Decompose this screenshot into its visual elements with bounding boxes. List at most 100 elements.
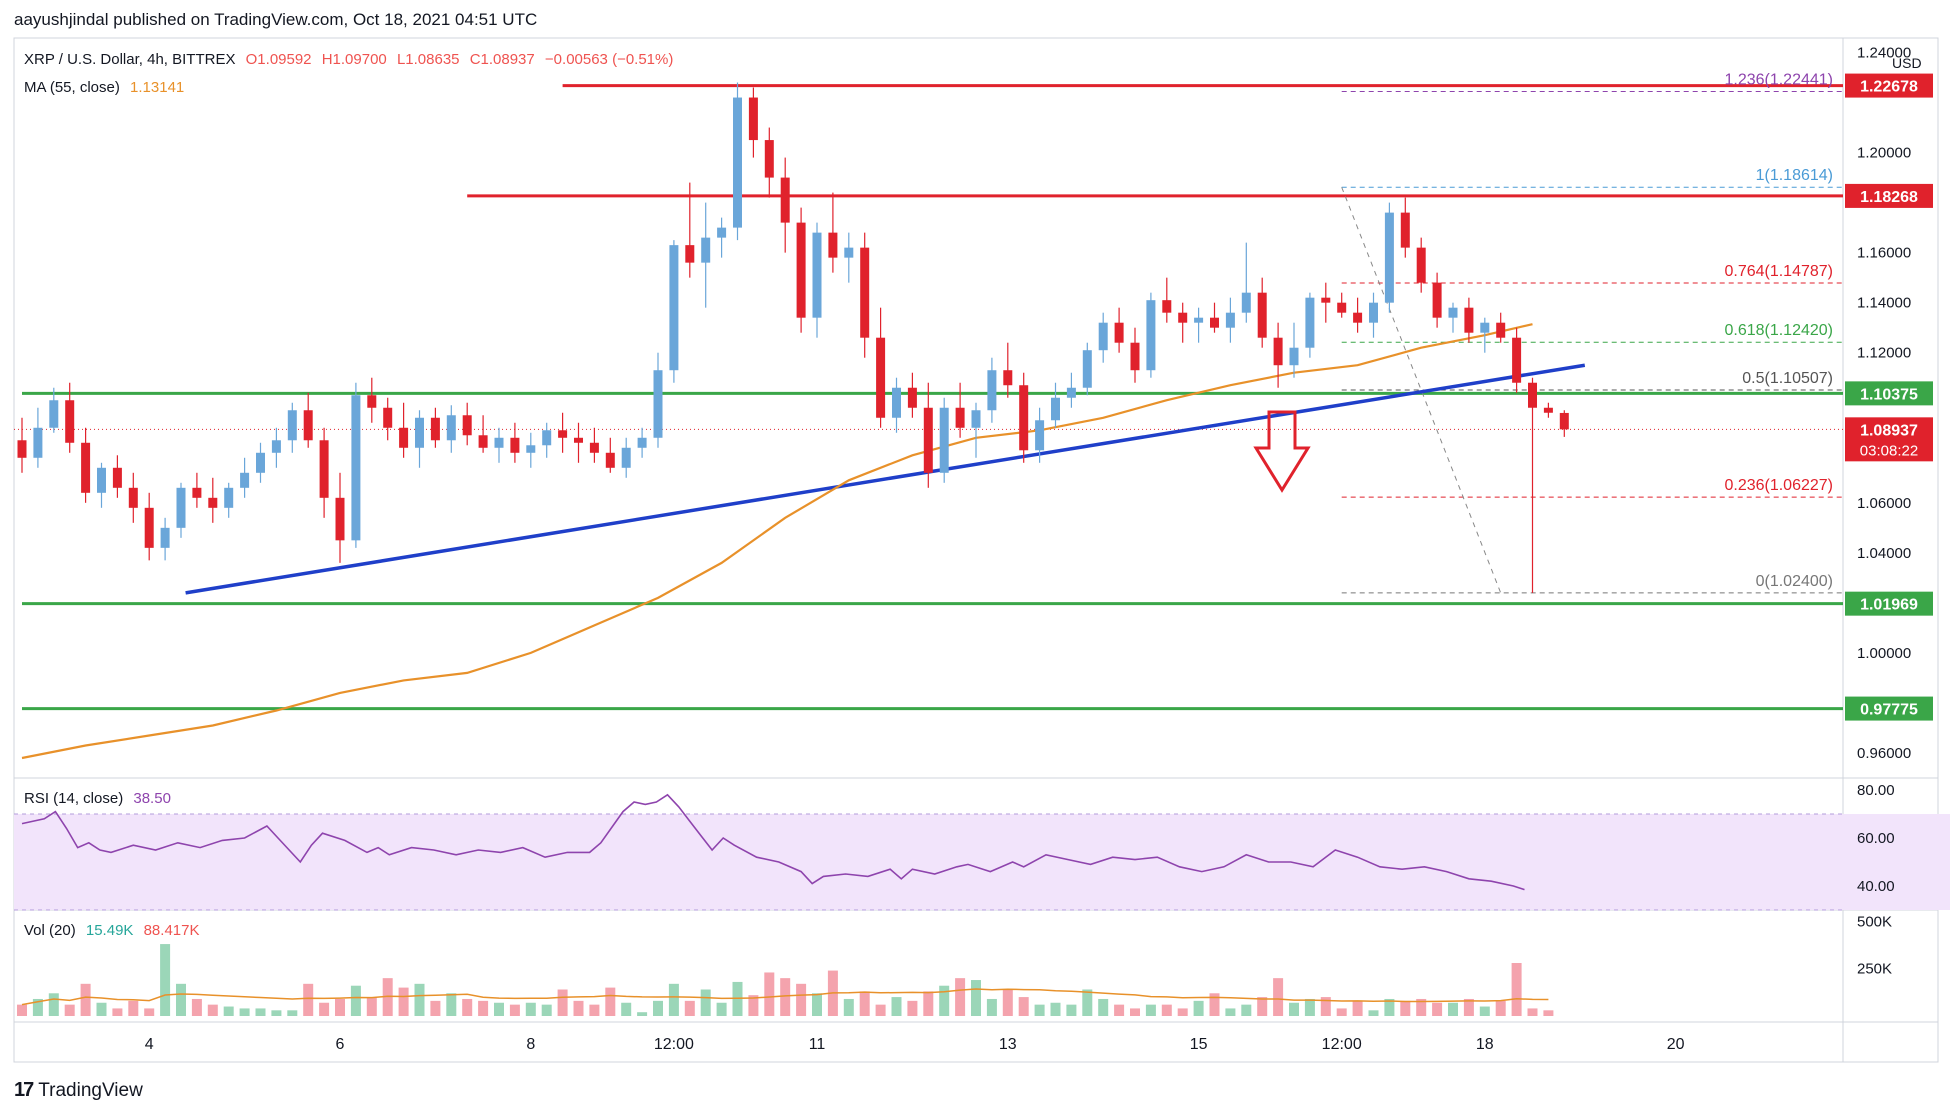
candle-body (685, 245, 695, 263)
candle-body (335, 497, 345, 541)
volume-bar (207, 1004, 218, 1016)
moving-average-line (21, 323, 1533, 760)
candle-body (574, 437, 583, 443)
candle-body (828, 232, 838, 258)
volume-bar (1273, 978, 1284, 1016)
candle-body (287, 410, 297, 441)
candle-body (1098, 322, 1108, 351)
volume-bar (1336, 1008, 1347, 1016)
volume-bar (1495, 1000, 1506, 1016)
volume-bar (494, 1002, 504, 1016)
rsi-pane: 80.00 60.00 40.00 (14, 782, 1950, 911)
time-tick-label: 12:00 (654, 1036, 694, 1053)
close-value: C1.08937 (469, 51, 535, 68)
volume-bar (335, 998, 345, 1016)
volume-bar (1400, 1000, 1411, 1016)
volume-bar (1034, 1004, 1045, 1016)
symbol-label: XRP / U.S. Dollar, 4h, BITTREX (24, 51, 236, 68)
candle-body (176, 487, 186, 528)
volume-bar (1225, 1008, 1236, 1016)
candle-body (446, 415, 456, 441)
volume-value: 15.49K (85, 922, 134, 939)
volume-bar (48, 993, 59, 1016)
rsi-line (21, 793, 1525, 891)
candle-body (1369, 302, 1378, 323)
fib-level-label: 0.618(1.12420) (1724, 322, 1833, 339)
volume-bar (96, 1002, 107, 1016)
volume-bar (986, 998, 997, 1016)
change-value: −0.00563 (−0.51%) (544, 51, 674, 68)
candle-body (1241, 292, 1251, 313)
volume-bar (780, 978, 791, 1016)
candle-body (796, 222, 806, 318)
volume-bar (1161, 1004, 1172, 1016)
volume-bar (605, 987, 616, 1016)
tradingview-footer[interactable]: 17 TradingView (14, 1079, 143, 1102)
volume-bar (32, 998, 43, 1016)
volume-bar (764, 972, 775, 1016)
volume-bar (875, 1004, 886, 1016)
price-tick-label: 1.14000 (1857, 295, 1911, 312)
volume-bar (1050, 1002, 1061, 1016)
candle-body (97, 467, 106, 493)
volume-bar (1416, 998, 1427, 1016)
candle-body (844, 247, 854, 258)
time-tick-label: 8 (526, 1036, 535, 1053)
volume-bar (430, 1000, 441, 1016)
fib-level-label: 0(1.02400) (1756, 573, 1833, 590)
volume-bar (1257, 997, 1268, 1016)
volume-bar (319, 1002, 330, 1016)
candle-body (1337, 302, 1347, 313)
candle-body (780, 177, 790, 223)
volume-bar (1082, 989, 1093, 1016)
candle-body (160, 527, 170, 548)
candle-body (1321, 297, 1331, 303)
candle-body (653, 370, 663, 438)
volume-tick-label: 500K (1857, 913, 1892, 930)
horizontal-levels: 1.22678 1.18268 1.10375 1.01969 0.97775 1.089… (14, 73, 1933, 721)
candle-body (256, 452, 265, 473)
volume-bar (1114, 1004, 1125, 1016)
price-tick-label: 1.16000 (1857, 245, 1911, 262)
level-price-tag (1845, 183, 1933, 208)
candle-body (1480, 322, 1490, 333)
volume-bar (271, 1010, 282, 1016)
volume-bar (668, 983, 679, 1016)
volume-bar (525, 1002, 536, 1016)
rsi-band (14, 814, 1950, 910)
candle-body (81, 442, 91, 493)
rsi-tick-label: 80.00 (1857, 782, 1895, 799)
time-tick-label: 6 (336, 1036, 345, 1053)
candle-body (271, 440, 281, 453)
rsi-value: 38.50 (133, 790, 171, 807)
candle-body (49, 400, 59, 428)
candle-body (351, 395, 361, 541)
candle-body (701, 237, 711, 263)
candle-body (1400, 212, 1410, 248)
candle-body (860, 247, 870, 338)
volume-bar (1448, 1002, 1458, 1016)
volume-bar (1018, 997, 1029, 1016)
level-price-tag (1845, 73, 1933, 98)
countdown-label: 03:08:22 (1860, 442, 1918, 459)
candle-body (748, 97, 758, 141)
level-price-label: 1.22678 (1860, 79, 1918, 96)
volume-bar (812, 993, 822, 1016)
candle-body (637, 437, 647, 448)
current-price-label: 1.08937 (1860, 422, 1918, 439)
ma55-line (21, 323, 1533, 760)
candle-body (399, 427, 409, 448)
candle-body (478, 435, 488, 448)
volume-bar (1130, 1008, 1140, 1016)
volume-bar (907, 1000, 918, 1016)
candle-body (1194, 317, 1204, 323)
level-price-label: 1.18268 (1860, 189, 1918, 206)
candle-body (589, 442, 599, 453)
high-value: H1.09700 (321, 51, 387, 68)
volume-bar (1209, 993, 1220, 1016)
volume-bar (1527, 1008, 1538, 1016)
candle-body (112, 467, 122, 488)
candle-body (1559, 412, 1569, 430)
level-price-tag (1845, 381, 1933, 406)
